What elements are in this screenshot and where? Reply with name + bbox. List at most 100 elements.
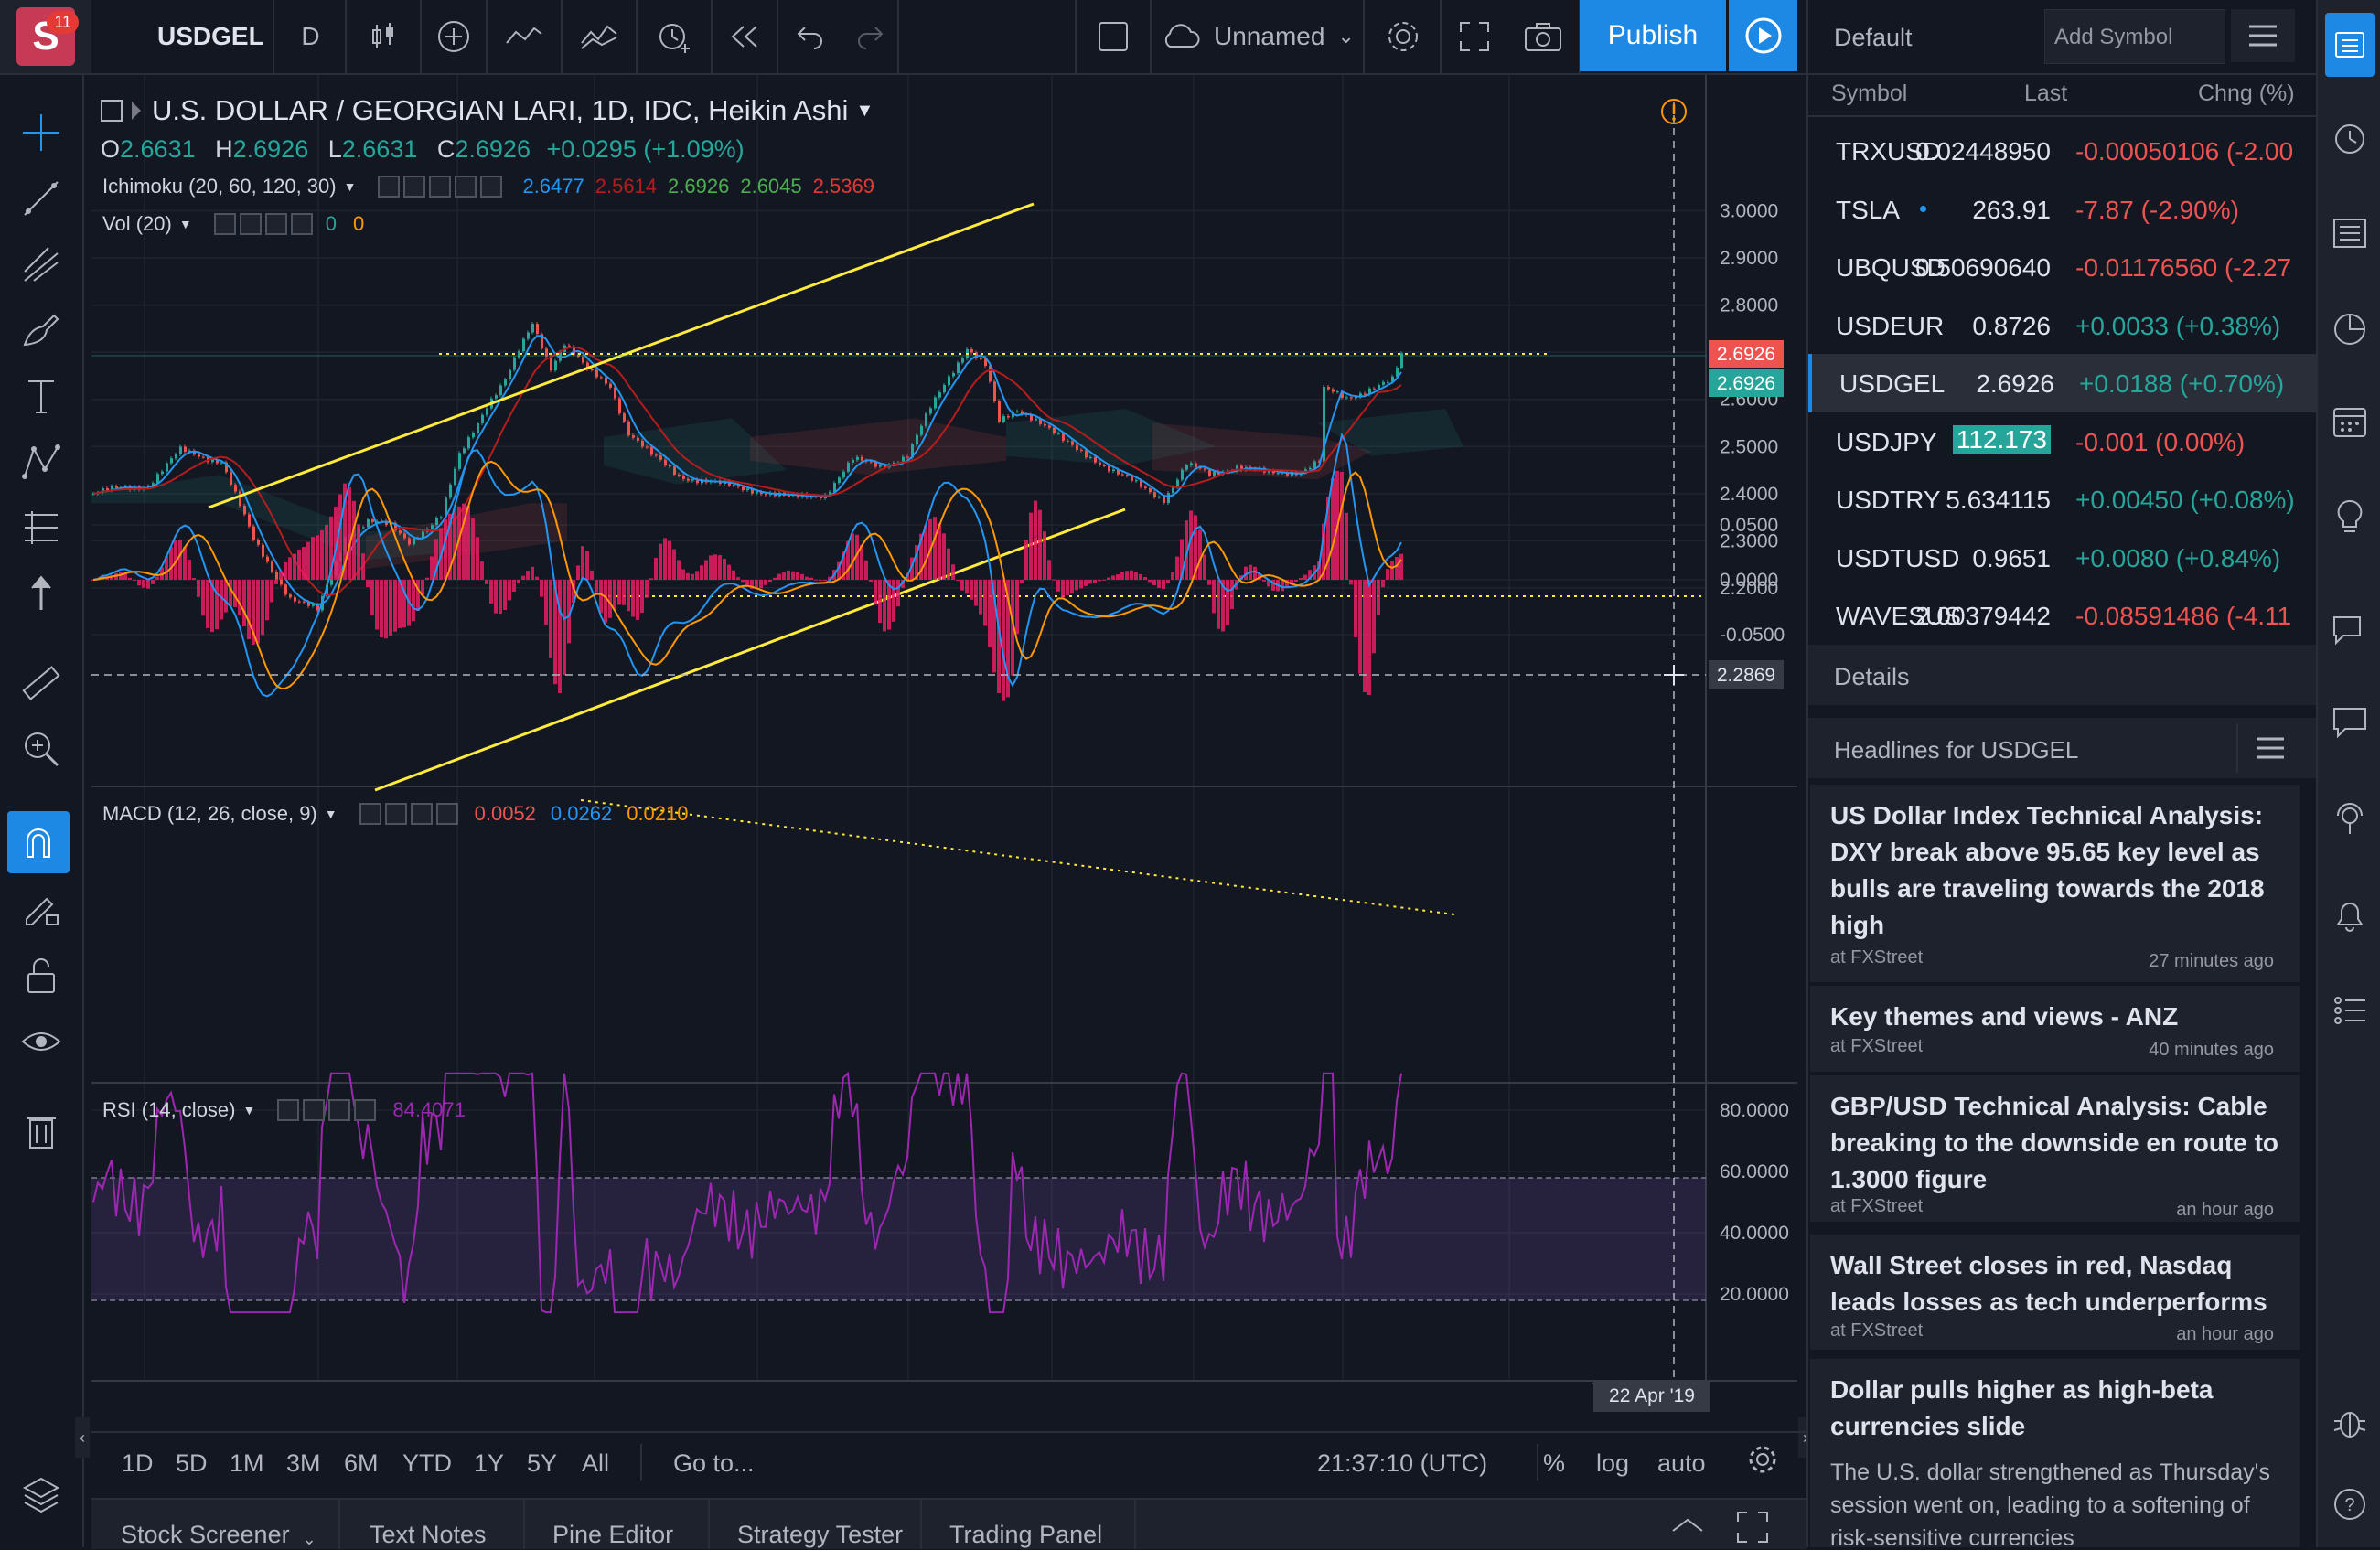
price-chart[interactable]: 3.00002.90002.80002.70002.60002.50002.40… (91, 75, 1802, 1384)
indicator-controls[interactable] (213, 213, 313, 235)
lock-icon[interactable] (18, 953, 64, 999)
chat-bubble-icon[interactable] (2327, 700, 2373, 745)
notifications-bell-icon[interactable] (2327, 892, 2373, 937)
data-warning-icon[interactable] (1661, 99, 1687, 124)
layout-square-icon[interactable] (1075, 0, 1152, 73)
range-ytd[interactable]: YTD (402, 1449, 452, 1477)
news-item[interactable]: US Dollar Index Technical Analysis: DXY … (1810, 785, 2300, 982)
add-symbol-input[interactable]: Add Symbol (2044, 9, 2225, 64)
chevron-down-icon[interactable]: ▼ (178, 217, 192, 231)
chats-icon[interactable] (2327, 608, 2373, 654)
indicator-controls[interactable] (277, 1099, 377, 1121)
column-last[interactable]: Last (2024, 80, 2068, 106)
publish-button[interactable]: Publish (1580, 0, 1726, 71)
goto-date-button[interactable]: Go to... (673, 1449, 755, 1477)
help-icon[interactable]: ? (2327, 1481, 2373, 1527)
zoom-icon[interactable] (18, 726, 64, 772)
collapse-left-toggle[interactable]: ‹ (75, 1417, 90, 1458)
collapse-legend-icon[interactable] (101, 100, 123, 122)
tab-trading-panel[interactable]: Trading Panel (922, 1500, 1136, 1549)
news-list-icon[interactable] (2327, 210, 2373, 256)
order-panel-icon[interactable] (2327, 988, 2373, 1033)
chevron-down-icon[interactable]: ▼ (855, 100, 874, 121)
tab-strategy-tester[interactable]: Strategy Tester (710, 1500, 922, 1549)
flag-icon[interactable] (132, 102, 141, 120)
range-1m[interactable]: 1M (230, 1449, 264, 1477)
watchlist-row-ubqusd[interactable]: UBQUSD 0.50690640 -0.01176560 (-2.27 (1808, 238, 2316, 296)
log-toggle[interactable]: log (1596, 1449, 1630, 1477)
data-window-icon[interactable] (2327, 306, 2373, 352)
rsi-legend[interactable]: RSI (14, close) ▼ 84.4071 (102, 1098, 466, 1122)
save-layout-button[interactable]: Unnamed ⌄ (1150, 0, 1365, 73)
watchlist-row-trxusd[interactable]: TRXUSD 0.02448950 -0.00050106 (-2.00 (1808, 122, 2316, 180)
chevron-up-icon[interactable] (1669, 1513, 1706, 1541)
pitchfork-icon[interactable] (18, 241, 64, 287)
object-tree-icon[interactable] (18, 1472, 64, 1518)
lock-drawings-pencil-icon[interactable] (18, 887, 64, 933)
indicators-icon[interactable] (488, 0, 563, 73)
volume-legend[interactable]: Vol (20) ▼ 0 0 (102, 212, 364, 236)
auto-toggle[interactable]: auto (1657, 1449, 1706, 1477)
ideas-lightbulb-icon[interactable] (2327, 494, 2373, 540)
magnet-icon[interactable] (7, 811, 70, 873)
watchlist-row-tsla[interactable]: TSLA 263.91 -7.87 (-2.90%) (1808, 180, 2316, 239)
range-all[interactable]: All (582, 1449, 610, 1477)
undo-icon[interactable] (778, 0, 842, 73)
chart-settings-gear-icon[interactable] (1747, 1444, 1778, 1481)
tab-text-notes[interactable]: Text Notes (340, 1500, 525, 1549)
eye-icon[interactable] (18, 1019, 64, 1064)
ruler-icon[interactable] (18, 660, 64, 706)
brush-icon[interactable] (18, 307, 64, 353)
news-item[interactable]: Wall Street closes in red, Nasdaq leads … (1810, 1235, 2300, 1350)
watchlist-row-usdgel[interactable]: USDGEL 2.6926 +0.0188 (+0.70%) (1808, 354, 2320, 412)
snapshot-camera-icon[interactable] (1507, 0, 1581, 73)
interval-button[interactable]: D (276, 0, 347, 73)
chevron-down-icon[interactable]: ▼ (324, 807, 338, 821)
arrow-up-icon[interactable] (18, 571, 64, 616)
add-indicator-icon[interactable] (422, 0, 488, 73)
headlines-menu-icon[interactable] (2236, 723, 2302, 773)
watchlist-row-usdeur[interactable]: USDEUR 0.8726 +0.0033 (+0.38%) (1808, 296, 2316, 355)
watchlist-menu-icon[interactable] (2231, 9, 2295, 62)
column-symbol[interactable]: Symbol (1831, 80, 1908, 106)
bug-report-icon[interactable] (2327, 1399, 2373, 1445)
range-3m[interactable]: 3M (286, 1449, 321, 1477)
watchlist-icon[interactable] (2325, 13, 2375, 77)
redo-icon[interactable] (842, 0, 899, 73)
news-item[interactable]: Key themes and views - ANZ at FXStreet 4… (1810, 986, 2300, 1072)
range-5y[interactable]: 5Y (527, 1449, 558, 1477)
publish-play-icon[interactable] (1729, 0, 1797, 71)
streams-icon[interactable] (2327, 796, 2373, 841)
app-logo[interactable]: S 11 (0, 0, 91, 73)
news-item[interactable]: GBP/USD Technical Analysis: Cable breaki… (1810, 1075, 2300, 1222)
details-header[interactable]: Details (1808, 645, 2316, 705)
range-5d[interactable]: 5D (176, 1449, 208, 1477)
indicator-controls[interactable] (378, 176, 503, 198)
pattern-icon[interactable] (18, 439, 64, 485)
maximize-panel-icon[interactable] (1736, 1511, 1769, 1550)
fullscreen-icon[interactable] (1442, 0, 1507, 73)
macd-legend[interactable]: MACD (12, 26, close, 9) ▼ 0.0052 0.0262 … (102, 802, 689, 826)
ichimoku-legend[interactable]: Ichimoku (20, 60, 120, 30) ▼ 2.6477 2.561… (102, 175, 874, 198)
alarm-clock-icon[interactable] (2327, 114, 2373, 160)
watchlist-row-usdtusd[interactable]: USDTUSD 0.9651 +0.0080 (+0.84%) (1808, 529, 2316, 587)
chevron-down-icon[interactable]: ▼ (343, 179, 357, 194)
text-tool-icon[interactable] (18, 373, 64, 419)
candles-icon[interactable] (347, 0, 422, 73)
price-axis[interactable]: 3.00002.90002.80002.70002.60002.50002.40… (1720, 201, 1789, 1305)
news-item[interactable]: Dollar pulls higher as high-beta currenc… (1810, 1359, 2300, 1547)
symbol-search-button[interactable]: USDGEL (91, 0, 274, 73)
tab-pine-editor[interactable]: Pine Editor (525, 1500, 710, 1549)
compare-icon[interactable] (563, 0, 638, 73)
prediction-icon[interactable] (18, 505, 64, 551)
column-change[interactable]: Chng (%) (2198, 80, 2295, 106)
percent-toggle[interactable]: % (1543, 1449, 1566, 1477)
alert-icon[interactable] (638, 0, 713, 73)
macd-dotted-trendline[interactable] (580, 799, 1455, 915)
replay-icon[interactable] (713, 0, 778, 73)
calendar-icon[interactable] (2327, 398, 2373, 444)
tab-stock-screener[interactable]: Stock Screener ⌄ (91, 1500, 340, 1549)
trend-line-icon[interactable] (18, 176, 64, 221)
crosshair-icon[interactable] (18, 110, 64, 155)
watchlist-name[interactable]: Default (1834, 24, 1913, 51)
